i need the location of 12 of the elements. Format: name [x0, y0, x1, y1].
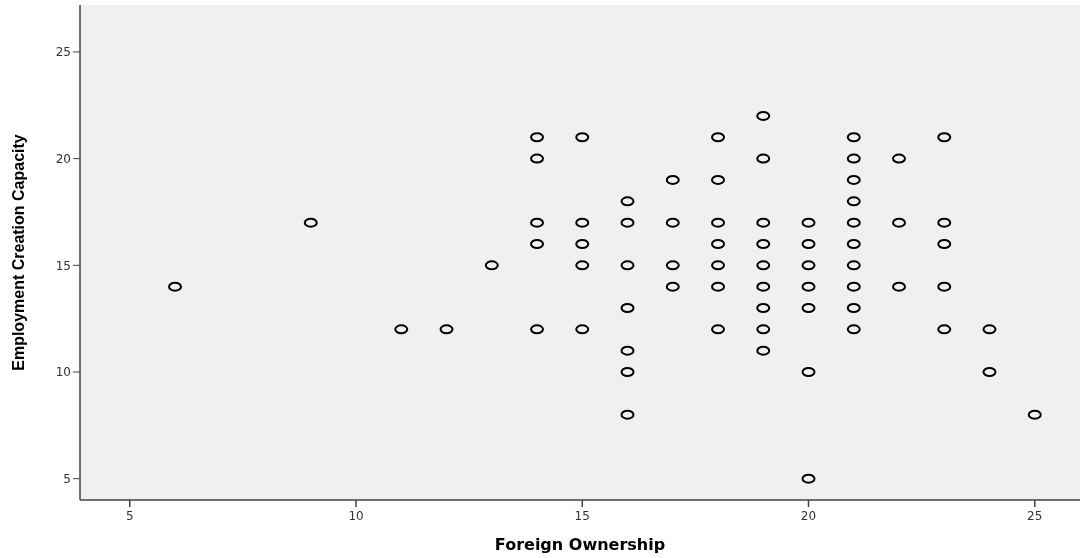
y-tick-label: 15: [55, 258, 71, 273]
x-tick-label: 25: [1027, 509, 1043, 523]
y-tick-label: 25: [55, 45, 71, 60]
y-axis-title: Employment Creation Capacity: [10, 134, 27, 371]
y-tick-label: 20: [55, 151, 71, 166]
x-tick-label: 5: [125, 509, 134, 523]
x-tick-label: 20: [800, 509, 817, 523]
x-tick-label: 10: [348, 509, 364, 523]
x-tick-label: 15: [574, 509, 590, 523]
y-tick-label: 5: [63, 471, 71, 486]
x-axis-title: Foreign Ownership: [494, 535, 666, 554]
y-tick-label: 10: [55, 365, 71, 380]
